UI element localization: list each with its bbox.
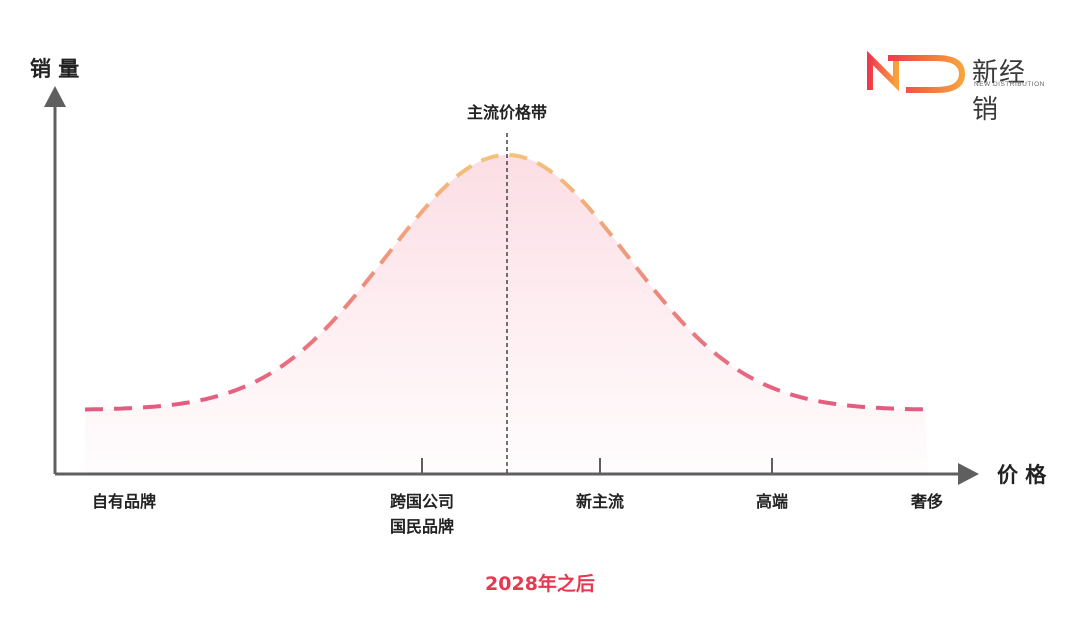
x-tick-label-1: 自有品牌 (92, 492, 156, 511)
x-axis-arrow-icon (958, 463, 979, 485)
brand-mark-icon (867, 50, 966, 93)
peak-label: 主流价格带 (467, 103, 547, 122)
x-tick-label-2: 跨国公司 (390, 492, 454, 511)
x-tick-sublabel-2: 国民品牌 (390, 517, 454, 536)
x-axis-label: 价 格 (997, 463, 1047, 487)
y-axis-arrow-icon (44, 86, 66, 107)
curve-fill-area (85, 155, 928, 474)
x-tick-label-3: 新主流 (576, 492, 624, 511)
x-tick-label-4: 高端 (756, 492, 788, 511)
brand-name: 新经销 (972, 58, 1027, 125)
brand-subtitle: NEW DISTRIBUTION (974, 81, 1045, 88)
x-tick-label-5: 奢侈 (910, 492, 943, 511)
brand-logo: 新经销 NEW DISTRIBUTION (866, 50, 1046, 125)
y-axis-label: 销 量 (30, 57, 79, 81)
chart-caption: 2028年之后 (485, 572, 595, 595)
